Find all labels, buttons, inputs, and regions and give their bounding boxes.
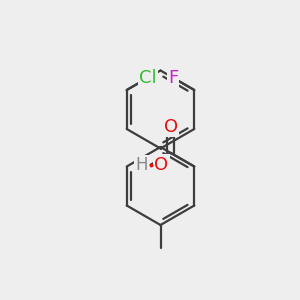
Text: H: H [135,156,148,174]
Text: F: F [168,69,178,87]
Text: O: O [164,118,178,136]
Text: Cl: Cl [139,69,157,87]
Text: O: O [154,156,168,174]
